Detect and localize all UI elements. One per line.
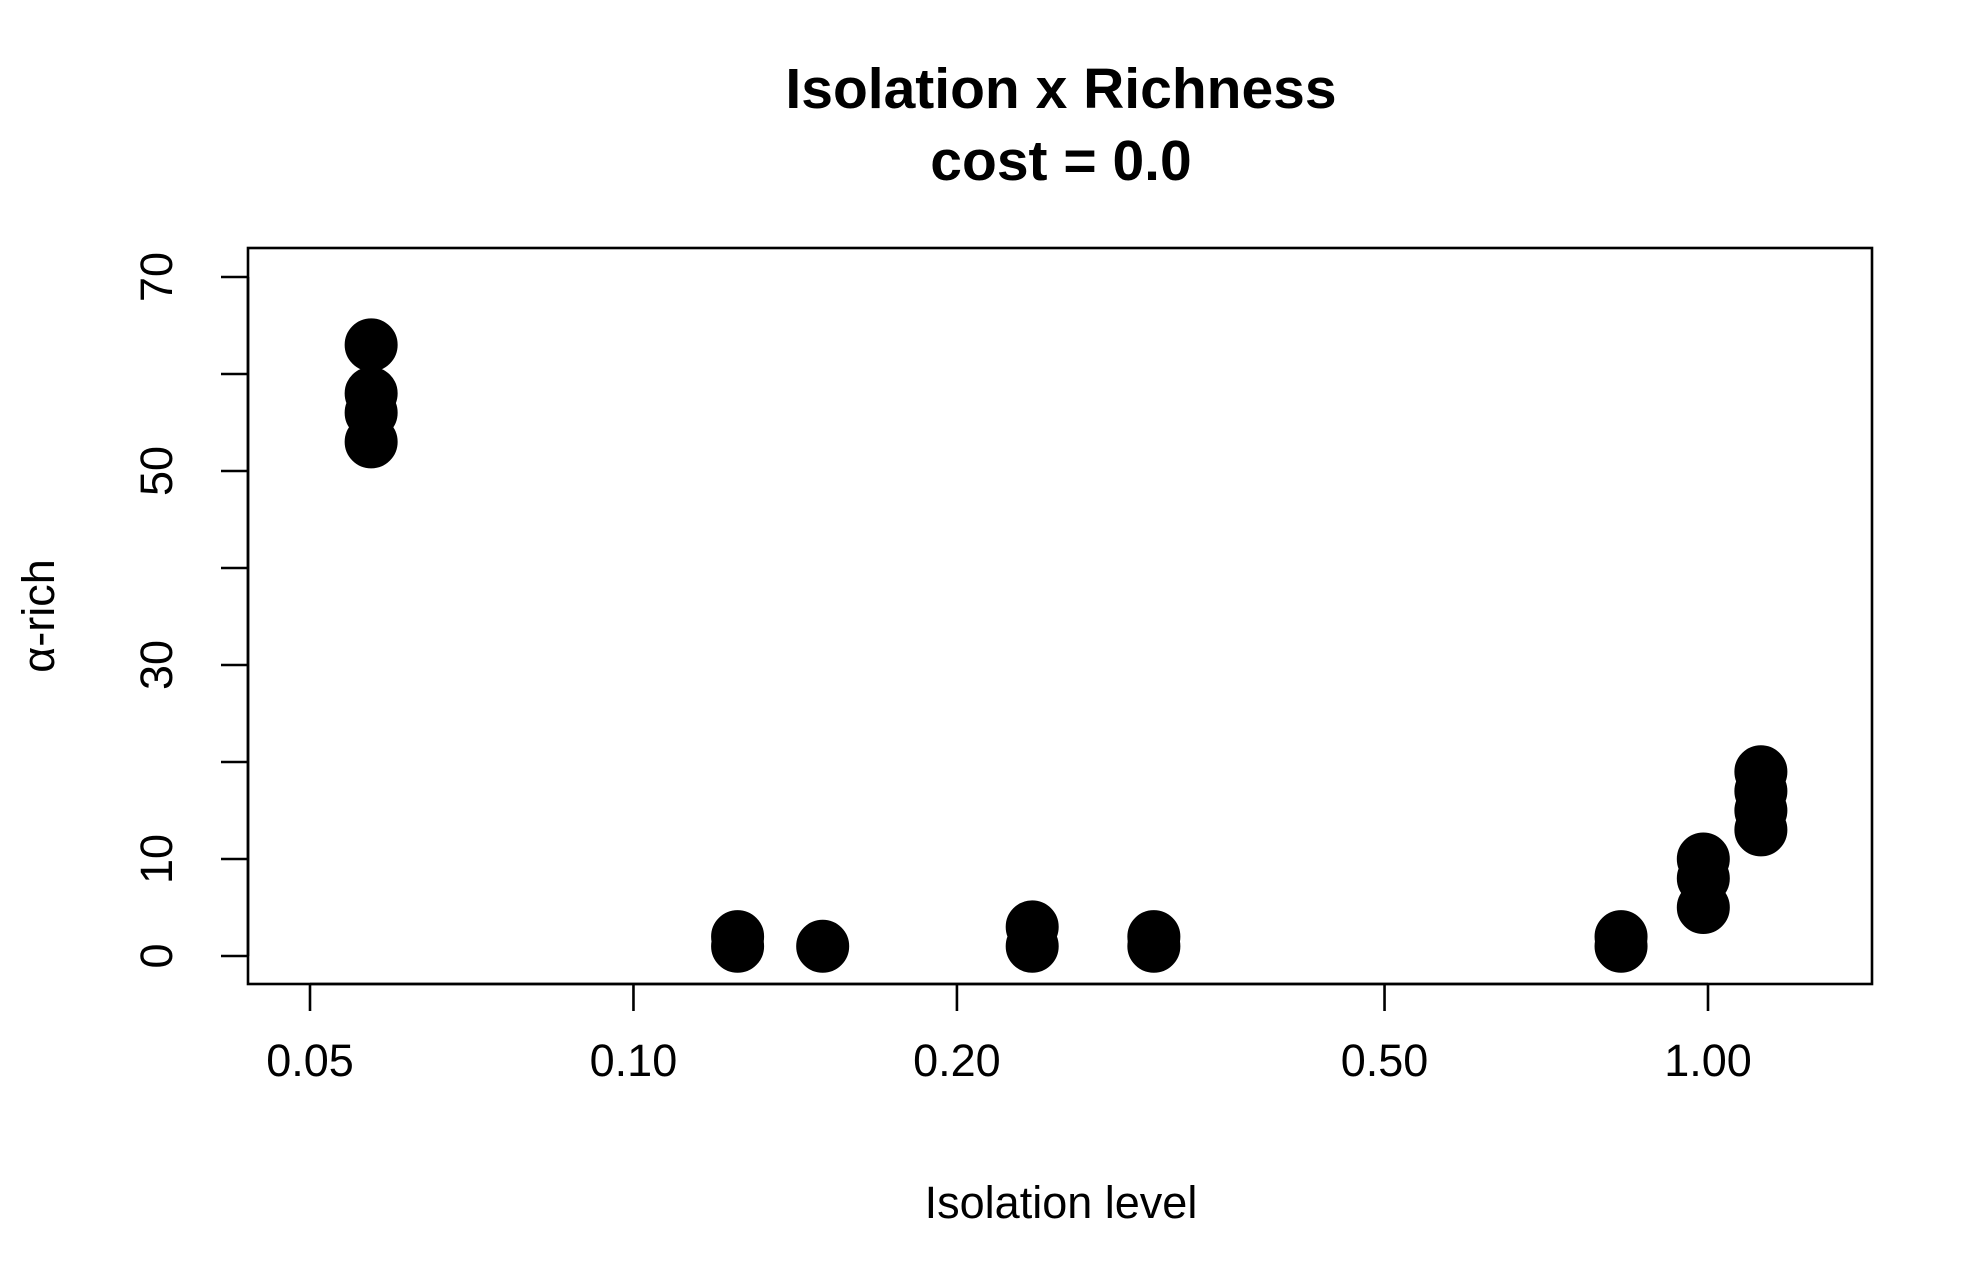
y-axis-label: α-rich <box>13 559 64 673</box>
y-tick-label: 50 <box>131 446 182 496</box>
data-point <box>1005 919 1059 973</box>
data-point <box>1734 803 1788 857</box>
y-tick-label: 70 <box>131 252 182 302</box>
data-point <box>1676 881 1730 934</box>
x-tick-label: 0.10 <box>590 1035 678 1086</box>
data-point <box>1594 919 1648 973</box>
y-tick-label: 0 <box>131 943 182 968</box>
y-tick-label: 30 <box>131 640 182 690</box>
x-tick-label: 0.20 <box>913 1035 1001 1086</box>
data-point <box>711 919 765 973</box>
x-axis-label: Isolation level <box>925 1177 1198 1228</box>
y-tick-label: 10 <box>131 834 182 884</box>
data-point <box>344 415 398 469</box>
data-point <box>344 318 398 372</box>
data-point <box>1127 919 1181 973</box>
x-tick-label: 0.50 <box>1341 1035 1429 1086</box>
x-tick-label: 0.05 <box>266 1035 354 1086</box>
x-tick-label: 1.00 <box>1664 1035 1752 1086</box>
plot-frame <box>246 246 1874 986</box>
chart-title: Isolation x Richness <box>785 57 1336 121</box>
data-point <box>796 919 850 973</box>
plot-area: 0.05 0.10 0.20 0.50 1.00 0 10 30 50 70 <box>131 246 1874 1086</box>
chart-subtitle: cost = 0.0 <box>930 129 1191 193</box>
